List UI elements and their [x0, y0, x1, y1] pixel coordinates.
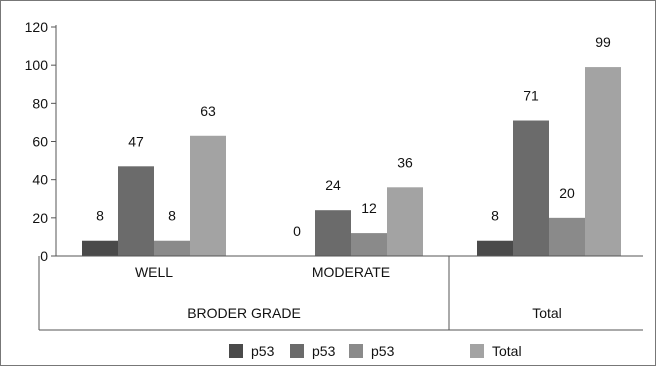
y-tick-label: 60 [32, 134, 48, 150]
x-category-label: MODERATE [312, 264, 390, 280]
bar [351, 233, 387, 256]
y-axis: 0 20 40 60 80 100 120 [25, 19, 57, 264]
data-label: 8 [491, 208, 499, 224]
bar [315, 210, 351, 256]
y-tick-label: 20 [32, 210, 48, 226]
legend-swatch [349, 344, 363, 358]
bar [118, 166, 154, 256]
data-label: 63 [200, 103, 216, 119]
data-label: 36 [397, 154, 413, 170]
bar [190, 135, 226, 256]
legend-swatch [290, 344, 304, 358]
bar [477, 240, 513, 256]
legend-label: p53 [251, 343, 275, 359]
y-tick-label: 0 [40, 248, 48, 264]
legend-label: Total [492, 343, 522, 359]
x-group-label: BRODER GRADE [187, 305, 301, 321]
data-label: 8 [96, 208, 104, 224]
legend-label: p53 [371, 343, 395, 359]
y-tick-label: 40 [32, 172, 48, 188]
data-label: 99 [595, 34, 611, 50]
x-group-label: Total [532, 305, 562, 321]
legend-swatch [229, 344, 243, 358]
data-label: 24 [325, 177, 341, 193]
bar [585, 67, 621, 256]
data-label: 71 [523, 88, 539, 104]
bar [82, 240, 118, 256]
y-tick-label: 120 [25, 19, 49, 35]
data-label: 8 [168, 208, 176, 224]
legend-swatch [470, 344, 484, 358]
bars [82, 67, 621, 256]
x-category-label: WELL [135, 264, 173, 280]
data-label: 20 [559, 185, 575, 201]
bar [154, 240, 190, 256]
bar [387, 187, 423, 256]
y-tick-label: 100 [25, 57, 49, 73]
data-label: 12 [361, 200, 377, 216]
bar [513, 120, 549, 256]
legend: p53 p53 p53 Total [229, 343, 522, 359]
bar [549, 217, 585, 256]
data-label: 0 [293, 223, 301, 239]
data-labels: 8 47 8 63 0 24 12 36 8 71 20 99 [96, 34, 611, 239]
legend-label: p53 [312, 343, 336, 359]
x-axis: WELL MODERATE BRODER GRADE Total [38, 255, 643, 331]
data-label: 47 [128, 133, 144, 149]
y-tick-label: 80 [32, 95, 48, 111]
